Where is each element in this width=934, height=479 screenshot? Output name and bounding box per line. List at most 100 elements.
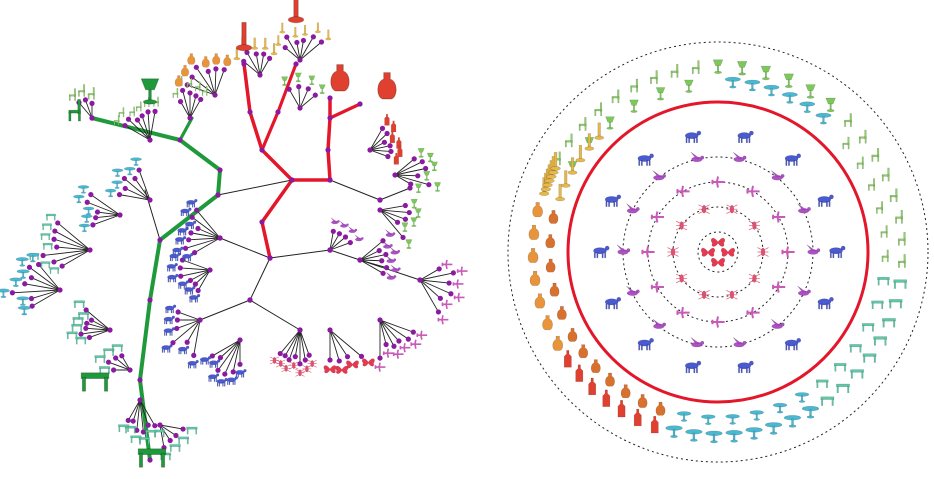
animal-leg <box>593 252 596 259</box>
tree-edge <box>219 237 271 259</box>
candle-base <box>567 170 578 175</box>
animal-leg <box>174 267 176 272</box>
bottle-body <box>389 131 395 144</box>
tree-edge <box>207 70 216 96</box>
vase-glyph <box>181 65 189 77</box>
table-top <box>94 355 106 358</box>
tree-edge <box>394 168 427 176</box>
lamp-stem <box>417 187 420 192</box>
tree-node <box>127 367 133 373</box>
tree-node <box>173 432 179 439</box>
table-leg <box>103 376 109 392</box>
chair-seat <box>564 140 573 143</box>
table-leg <box>873 338 876 346</box>
table-top <box>71 323 83 327</box>
quadruped-glyph <box>737 360 754 374</box>
table-top <box>833 363 847 366</box>
bird-head <box>346 223 349 226</box>
tree-node <box>305 86 311 92</box>
tree-edge <box>379 319 387 345</box>
tree-node <box>422 165 429 172</box>
insect-legs <box>295 368 305 377</box>
chair-seat <box>670 70 679 73</box>
animal-body <box>817 196 832 203</box>
tree-node <box>241 58 247 64</box>
animal-head <box>616 296 622 302</box>
animal-leg <box>209 363 211 368</box>
tree-node <box>293 61 299 67</box>
bottle-body <box>602 389 611 407</box>
lamp-base <box>411 224 417 227</box>
jug-glyph <box>549 282 560 297</box>
chair-glyph <box>889 188 898 203</box>
dotted-ring <box>697 231 739 273</box>
lamp-base <box>142 99 158 105</box>
chair-leg <box>873 185 875 191</box>
lamp-stem <box>809 90 812 97</box>
table-leg <box>139 437 142 444</box>
animal-body <box>187 360 197 366</box>
table-leg <box>186 438 189 445</box>
plane-shape <box>399 343 411 353</box>
table-base <box>20 276 27 279</box>
animal-leg <box>215 377 217 382</box>
tree-edge <box>211 339 241 357</box>
chair-glyph <box>898 254 906 268</box>
lamp-base <box>714 70 722 74</box>
quadruped-glyph <box>637 338 654 351</box>
table-leg <box>75 333 78 340</box>
tree-node <box>186 237 192 243</box>
tree-node <box>376 248 382 254</box>
animal-leg <box>200 360 202 365</box>
tree-edge <box>29 266 61 291</box>
table-top <box>849 344 862 348</box>
bottle-body <box>650 416 659 434</box>
insect-glyph <box>289 361 299 370</box>
table-base <box>710 440 718 444</box>
bird-head <box>389 243 393 247</box>
plane-glyph <box>746 185 760 198</box>
tree-edge <box>296 41 301 61</box>
chair-leg <box>655 77 658 84</box>
animal-leg <box>177 231 180 236</box>
table-glyph <box>871 300 884 310</box>
tree-edge <box>299 329 306 361</box>
table-glyph <box>73 300 85 308</box>
vase-glyph <box>527 247 539 263</box>
tree-node <box>292 354 298 360</box>
table-glyph <box>862 353 877 363</box>
insect-legs <box>698 290 710 300</box>
plane-glyph <box>676 185 690 198</box>
tree-node <box>379 258 385 264</box>
animal-leg <box>605 201 608 207</box>
bird-head <box>742 340 747 345</box>
animal-body <box>637 339 652 347</box>
candle-glyph <box>302 25 308 36</box>
tree-edge <box>61 249 91 267</box>
tree-edge <box>159 424 184 430</box>
table-glyph <box>145 429 157 438</box>
bottle-body <box>633 408 642 427</box>
animal-leg <box>795 160 798 166</box>
lamp-base <box>657 97 665 101</box>
tree-edge <box>149 110 156 141</box>
table-top <box>882 318 896 322</box>
round-table-glyph <box>676 411 692 422</box>
candle-glyph <box>325 29 332 41</box>
tree-edge <box>193 319 201 356</box>
bird-head <box>662 322 667 327</box>
chair-leg <box>903 239 906 246</box>
lamp-shade <box>410 217 418 222</box>
lamp-glyph <box>294 72 302 83</box>
animal-leg <box>174 278 177 283</box>
tree-node <box>187 90 193 96</box>
tree-node <box>406 209 412 216</box>
concentric-rings <box>507 41 929 463</box>
butterfly-glyph <box>323 365 337 374</box>
table-base <box>21 313 28 316</box>
chair-leg <box>206 91 208 96</box>
jug-glyph <box>557 306 567 320</box>
tree-node <box>377 207 383 213</box>
animal-leg <box>163 348 165 353</box>
chair-glyph <box>578 117 587 131</box>
